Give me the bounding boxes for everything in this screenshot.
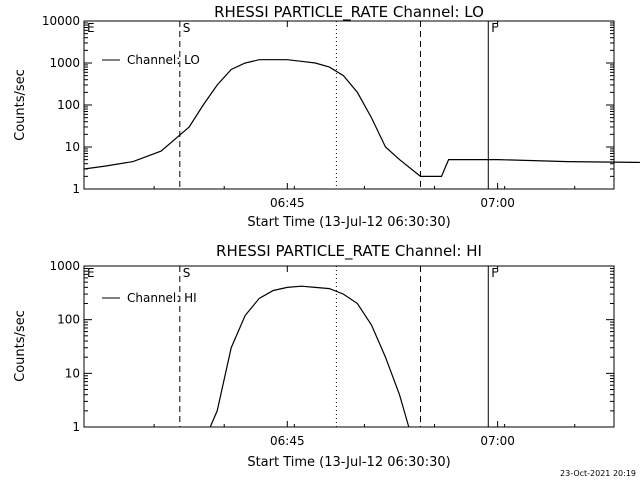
y-axis-label: Counts/sec	[13, 310, 28, 382]
data-layer	[83, 59, 640, 177]
x-axis-label: Start Time (13-Jul-12 06:30:30)	[247, 215, 450, 230]
x-axis-label: Start Time (13-Jul-12 06:30:30)	[247, 455, 450, 470]
marker-layer: ESFE	[83, 266, 498, 427]
plot-frame	[83, 20, 615, 190]
y-tick-label: 10	[65, 366, 80, 380]
tick-layer: 06:4507:0007:1507:3007:4508:001101001000…	[42, 14, 614, 210]
y-tick-label: 10000	[42, 14, 80, 28]
y-axis-label: Counts/sec	[13, 69, 28, 141]
y-tick-label: 1	[72, 420, 80, 434]
marker-label: F	[491, 266, 498, 280]
legend-label: Channel: LO	[127, 53, 200, 67]
chart-title: RHESSI PARTICLE_RATE Channel: HI	[216, 242, 482, 261]
y-tick-label: 1000	[49, 259, 80, 273]
marker-label: E	[87, 266, 95, 280]
panel-lo: RHESSI PARTICLE_RATE Channel: LO Counts/…	[13, 3, 640, 230]
x-tick-label: 06:45	[270, 196, 305, 210]
marker-label: F	[491, 21, 498, 35]
y-tick-label: 100	[57, 313, 80, 327]
marker-layer: ESFE	[83, 21, 498, 189]
timestamp-footer: 23-Oct-2021 20:19	[560, 469, 636, 478]
x-tick-label: 07:00	[480, 434, 515, 448]
chart-title: RHESSI PARTICLE_RATE Channel: LO	[214, 3, 484, 22]
y-tick-label: 1	[72, 182, 80, 196]
y-tick-label: 10	[65, 140, 80, 154]
marker-label: S	[183, 21, 191, 35]
x-tick-label: 07:00	[480, 196, 515, 210]
x-tick-label: 06:45	[270, 434, 305, 448]
legend-label: Channel: HI	[127, 291, 197, 305]
marker-label: E	[87, 21, 95, 35]
y-tick-label: 100	[57, 98, 80, 112]
data-layer	[209, 285, 410, 428]
series-line	[209, 285, 410, 428]
marker-label: S	[183, 266, 191, 280]
y-tick-label: 1000	[49, 56, 80, 70]
panel-hi: RHESSI PARTICLE_RATE Channel: HI Counts/…	[13, 242, 615, 470]
series-line	[83, 59, 640, 177]
